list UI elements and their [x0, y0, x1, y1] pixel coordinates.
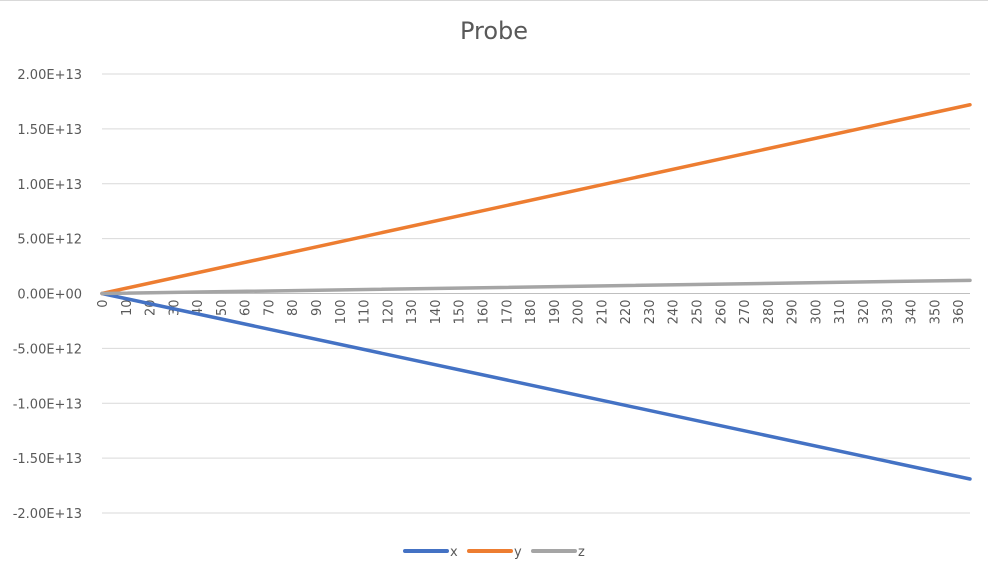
y-tick-label: -2.00E+13	[13, 507, 82, 522]
x-tick-label: 340	[905, 300, 920, 325]
legend-label-z: z	[578, 545, 585, 560]
y-tick-label: 1.50E+13	[17, 123, 82, 138]
x-tick-label: 320	[857, 300, 872, 325]
y-tick-label: -5.00E+12	[13, 342, 82, 357]
x-tick-label: 270	[738, 300, 753, 325]
x-tick-label: 200	[572, 300, 587, 325]
x-tick-label: 100	[334, 300, 349, 325]
x-axis: 0 10 20 30 40 50 60 70 80 90 100 110 120 130 140 150 160…	[96, 293, 970, 325]
series-line-z	[100, 278, 972, 296]
x-tick-label: 160	[476, 300, 491, 325]
x-tick-label: 210	[595, 300, 610, 325]
x-tick-label: 180	[524, 300, 539, 325]
x-tick-label: 290	[786, 300, 801, 325]
x-tick-label: 240	[667, 300, 682, 325]
x-tick-label: 130	[405, 300, 420, 325]
x-tick-label: 150	[453, 300, 468, 325]
x-tick-label: 260	[714, 300, 729, 325]
y-tick-label: -1.00E+13	[13, 397, 82, 412]
chart-title: Probe	[459, 17, 529, 45]
x-tick-label: 140	[429, 300, 444, 325]
x-tick-label: 0	[96, 300, 111, 308]
x-tick-label: 230	[643, 300, 658, 325]
x-tick-label: 80	[286, 300, 301, 317]
y-tick-label: 0.00E+00	[17, 288, 82, 303]
x-tick-label: 170	[500, 300, 515, 325]
series-lines	[100, 102, 972, 481]
gridlines	[102, 73, 970, 514]
x-tick-label: 300	[809, 300, 824, 325]
x-tick-label: 350	[928, 300, 943, 325]
x-tick-label: 220	[619, 300, 634, 325]
y-axis-tick-labels: 2.00E+13 1.50E+13 1.00E+13 5.00E+12 0.00E+00…	[13, 68, 82, 522]
x-tick-label: 190	[548, 300, 563, 325]
x-tick-label: 250	[691, 300, 706, 325]
x-tick-label: 10	[120, 300, 135, 317]
x-tick-label: 70	[262, 300, 277, 317]
x-tick-label: 360	[952, 300, 967, 325]
x-tick-label: 50	[215, 300, 230, 317]
y-tick-label: 2.00E+13	[17, 68, 82, 83]
y-tick-label: 1.00E+13	[17, 178, 82, 193]
series-line-y	[100, 102, 972, 296]
series-line-x	[100, 291, 972, 481]
x-tick-label: 110	[358, 300, 373, 325]
x-tick-label: 90	[310, 300, 325, 317]
legend-label-y: y	[514, 545, 522, 560]
x-tick-label: 330	[881, 300, 896, 325]
y-tick-label: -1.50E+13	[13, 452, 82, 467]
legend: x y z	[403, 545, 585, 560]
x-tick-label: 120	[381, 300, 396, 325]
x-tick-label: 60	[239, 300, 254, 317]
y-tick-label: 5.00E+12	[17, 233, 82, 248]
x-tick-label: 280	[762, 300, 777, 325]
x-tick-label: 310	[833, 300, 848, 325]
legend-label-x: x	[450, 545, 458, 560]
